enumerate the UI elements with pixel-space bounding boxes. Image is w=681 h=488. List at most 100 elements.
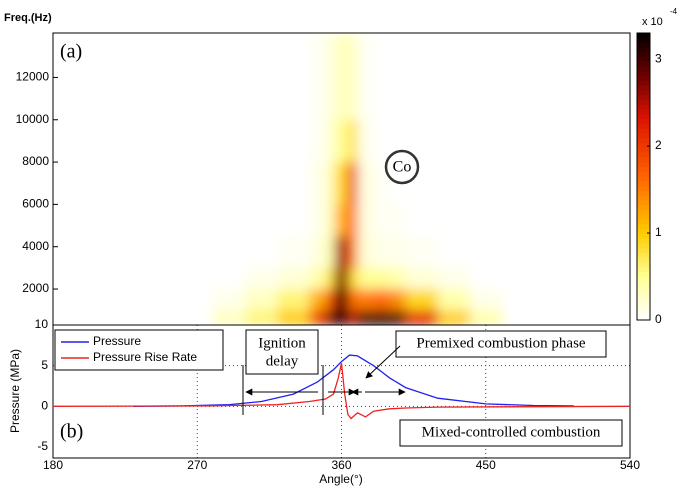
annotation-box bbox=[399, 419, 623, 447]
heat-cell bbox=[405, 204, 439, 237]
heat-cell bbox=[245, 33, 278, 121]
colorbar-exponent: -4 bbox=[670, 7, 678, 16]
heat-cell bbox=[389, 33, 407, 121]
y-tick-label: 0 bbox=[41, 399, 48, 413]
colorbar-swatch bbox=[637, 310, 650, 316]
colorbar-swatch bbox=[637, 253, 650, 259]
colorbar-swatch bbox=[637, 52, 650, 58]
heat-cell bbox=[357, 289, 375, 311]
colorbar-swatch bbox=[637, 238, 650, 245]
plot-frame bbox=[52, 324, 631, 459]
heat-cell bbox=[469, 267, 503, 290]
colorbar-swatch bbox=[637, 233, 650, 240]
heat-cell bbox=[437, 310, 471, 325]
colorbar-swatch bbox=[637, 85, 650, 91]
colorbar-swatch bbox=[637, 123, 650, 130]
heat-cell bbox=[347, 289, 359, 311]
heat-cell bbox=[335, 289, 349, 311]
colorbar-swatch bbox=[637, 209, 650, 216]
colorbar-swatch bbox=[637, 200, 650, 206]
heat-cell bbox=[245, 119, 278, 163]
heat-cell bbox=[357, 119, 375, 163]
heat-cell bbox=[469, 289, 503, 311]
heat-cell bbox=[405, 267, 439, 290]
colorbar-swatch bbox=[637, 262, 650, 268]
heat-cell bbox=[469, 236, 503, 269]
colorbar-swatch bbox=[637, 37, 650, 44]
colorbar-swatch bbox=[637, 157, 650, 163]
legend-box bbox=[54, 329, 224, 371]
heat-cell bbox=[469, 162, 503, 205]
colorbar-swatch bbox=[637, 128, 650, 135]
heat-cell bbox=[469, 33, 503, 121]
heat-cell bbox=[373, 236, 391, 269]
heat-cell bbox=[389, 119, 407, 163]
legend-label: Pressure bbox=[93, 334, 141, 348]
colorbar-swatch bbox=[637, 76, 650, 82]
legend-label: Pressure Rise Rate bbox=[93, 350, 197, 364]
colorbar-swatch bbox=[637, 95, 650, 101]
heat-cell bbox=[277, 204, 310, 237]
heat-cell bbox=[347, 162, 359, 205]
heat-cell bbox=[335, 33, 349, 121]
colorbar-swatch bbox=[637, 205, 650, 211]
heat-cell bbox=[437, 204, 471, 237]
heat-cell bbox=[213, 204, 246, 237]
heat-cell bbox=[373, 289, 391, 311]
heat-cell bbox=[405, 162, 439, 205]
heat-cell bbox=[373, 119, 391, 163]
heat-cell bbox=[325, 204, 336, 237]
heat-cell bbox=[347, 204, 359, 237]
heat-cell bbox=[357, 310, 375, 325]
panel-label: (a) bbox=[60, 41, 82, 63]
annotation: Mixed-controlled combustion bbox=[422, 424, 601, 440]
heat-cell bbox=[335, 310, 349, 325]
colorbar-swatch bbox=[637, 33, 650, 39]
heat-cell bbox=[405, 33, 439, 121]
y-tick-label: 12000 bbox=[16, 70, 50, 84]
colorbar-swatch bbox=[637, 147, 650, 154]
heat-cell bbox=[389, 310, 407, 325]
heat-cell bbox=[405, 119, 439, 163]
heat-cell bbox=[373, 310, 391, 325]
colorbar-swatch bbox=[637, 224, 650, 230]
y-tick-label: 4000 bbox=[22, 239, 49, 253]
colorbar-swatch bbox=[637, 162, 650, 168]
heat-cell bbox=[245, 236, 278, 269]
y-tick-label: 10 bbox=[35, 317, 49, 331]
heat-cell bbox=[309, 289, 326, 311]
colorbar-swatch bbox=[637, 90, 650, 96]
heat-cell bbox=[325, 162, 336, 205]
heat-cell bbox=[437, 119, 471, 163]
colorbar-swatch bbox=[637, 186, 650, 192]
heat-cell bbox=[357, 236, 375, 269]
heat-cell bbox=[373, 162, 391, 205]
heat-cell bbox=[325, 267, 336, 290]
colorbar-tick-label: 0 bbox=[655, 312, 662, 326]
heat-cell bbox=[389, 204, 407, 237]
heat-cell bbox=[357, 162, 375, 205]
colorbar-tick-label: 3 bbox=[655, 51, 662, 65]
y-tick-label: 10000 bbox=[16, 112, 50, 126]
heat-cell bbox=[277, 33, 310, 121]
colorbar-swatch bbox=[637, 114, 650, 120]
heat-cell bbox=[357, 267, 375, 290]
colorbar-swatch bbox=[637, 152, 650, 158]
heat-cell bbox=[245, 289, 278, 311]
heat-cell bbox=[373, 204, 391, 237]
heat-cell bbox=[213, 33, 246, 121]
colorbar-swatch bbox=[637, 133, 650, 139]
heat-cell bbox=[277, 162, 310, 205]
colorbar-swatch bbox=[637, 214, 650, 221]
colorbar-swatch bbox=[637, 276, 650, 283]
colorbar-swatch bbox=[637, 291, 650, 297]
heat-cell bbox=[325, 33, 336, 121]
annotation: Ignition bbox=[258, 335, 306, 351]
colorbar-swatch bbox=[637, 219, 650, 225]
x-axis-label: Angle(°) bbox=[319, 472, 362, 486]
heat-cell bbox=[277, 267, 310, 290]
colorbar-swatch bbox=[637, 56, 650, 63]
heat-cell bbox=[277, 289, 310, 311]
annotation-box bbox=[245, 329, 319, 375]
colorbar-swatch bbox=[637, 66, 650, 72]
